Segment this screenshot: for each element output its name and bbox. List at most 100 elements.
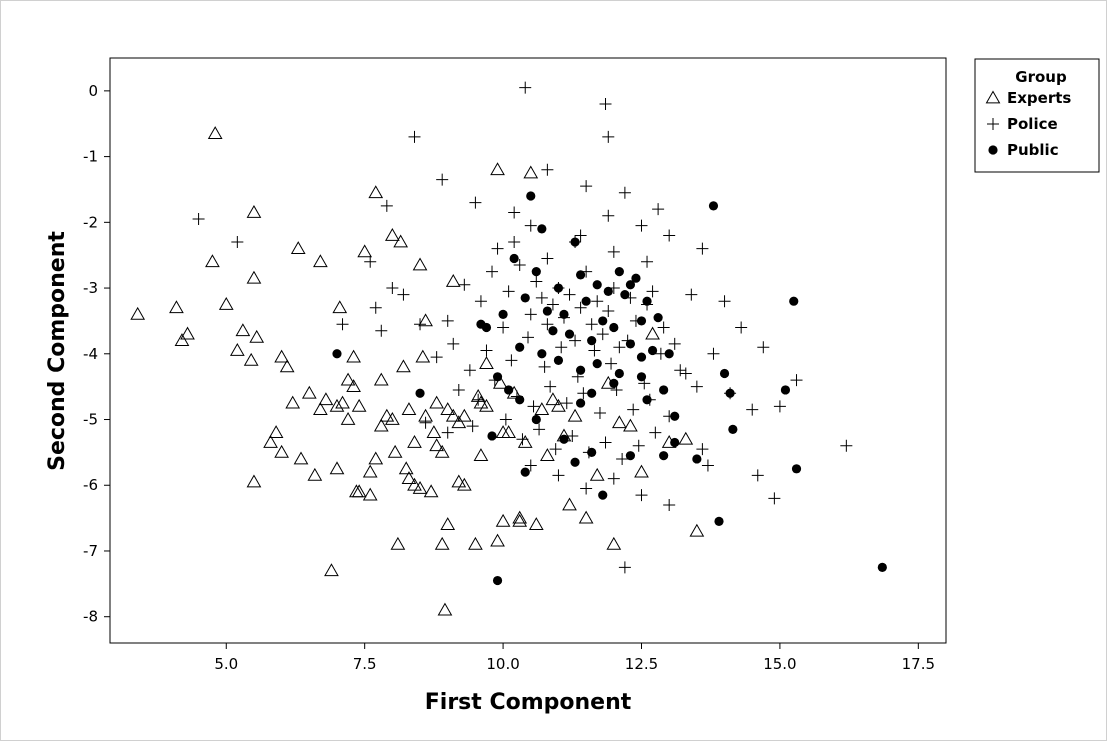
police-point [516,433,529,446]
police-point [580,482,593,495]
experts-point [335,395,350,409]
public-point [642,296,652,306]
experts-point [479,398,494,412]
experts-point [451,474,467,488]
experts-point [434,444,450,458]
experts-point [279,359,295,373]
police-point [574,301,587,314]
experts-point [357,244,373,258]
public-point [531,267,541,277]
experts-point [313,254,328,268]
police-point [840,439,853,452]
public-point [531,414,541,425]
public-point [719,368,730,379]
public-point [625,451,636,461]
public-point [492,372,503,382]
experts-point [329,398,345,412]
public-point [664,349,674,359]
experts-point [606,536,622,550]
public-point [636,316,647,326]
experts-point [246,474,262,488]
experts-point [368,185,384,199]
experts-point [440,402,456,416]
public-point [415,388,425,398]
experts-point [379,408,395,422]
public-point [642,395,652,405]
public-point [476,319,486,329]
experts-point [205,254,220,268]
experts-point [290,241,306,254]
experts-point [373,418,389,432]
police-point [541,163,554,176]
police-point [585,318,598,331]
experts-point [495,513,511,527]
experts-point [551,398,566,412]
police-point [735,321,748,334]
police-point [447,337,460,350]
public-point [789,296,799,306]
experts-point [285,395,301,409]
police-point [602,130,615,143]
experts-point [623,418,638,432]
experts-point [387,444,403,458]
legend-label-public: Public [1007,141,1059,159]
experts-point [384,227,400,241]
public-point [581,296,591,306]
police-point [674,364,687,377]
police-point [414,318,427,331]
police-point [480,344,493,357]
public-point [498,309,508,319]
police-point [502,285,515,298]
y-tick-label: -3 [83,279,98,297]
x-tick-label: 12.5 [625,655,658,673]
experts-point [407,435,422,448]
police-point [524,219,537,232]
police-point [436,173,449,186]
experts-point [340,412,356,425]
police-point [469,196,482,209]
public-point [780,385,791,395]
public-point [520,467,530,477]
police-point [635,219,648,232]
y-tick-label: -2 [83,213,98,231]
public-point [564,329,575,339]
experts-point [268,425,284,439]
public-point [520,293,530,303]
police-point [491,242,504,255]
experts-point [243,352,259,366]
public-point [587,447,597,457]
experts-point [293,451,309,465]
experts-point [301,385,317,399]
experts-point [249,329,265,343]
public-point [670,411,680,421]
experts-point [324,563,339,577]
experts-point [384,412,400,425]
experts-point [634,464,649,478]
police-point [441,314,454,327]
police-point [508,206,521,219]
police-point [599,436,612,449]
police-point [555,341,568,354]
y-axis: 0 -1 -2 -3 -4 -5 -6 -7 -8 [83,82,110,626]
public-point [614,368,624,379]
police-point [602,209,615,222]
police-point [458,278,471,291]
series-police [192,81,853,574]
experts-point [567,408,583,422]
experts-point [229,342,245,356]
plot-area-frame [109,57,947,644]
experts-point [130,306,146,320]
public-point [614,267,624,277]
experts-point [180,326,195,340]
series-public [332,191,887,586]
legend: Group Experts Police Public [974,58,1100,173]
experts-point [263,435,278,448]
experts-point [393,234,409,248]
police-point [549,443,562,456]
experts-point [437,602,453,616]
police-point [386,282,399,295]
police-point [593,406,606,419]
police-point [679,367,692,380]
police-point [524,308,537,321]
